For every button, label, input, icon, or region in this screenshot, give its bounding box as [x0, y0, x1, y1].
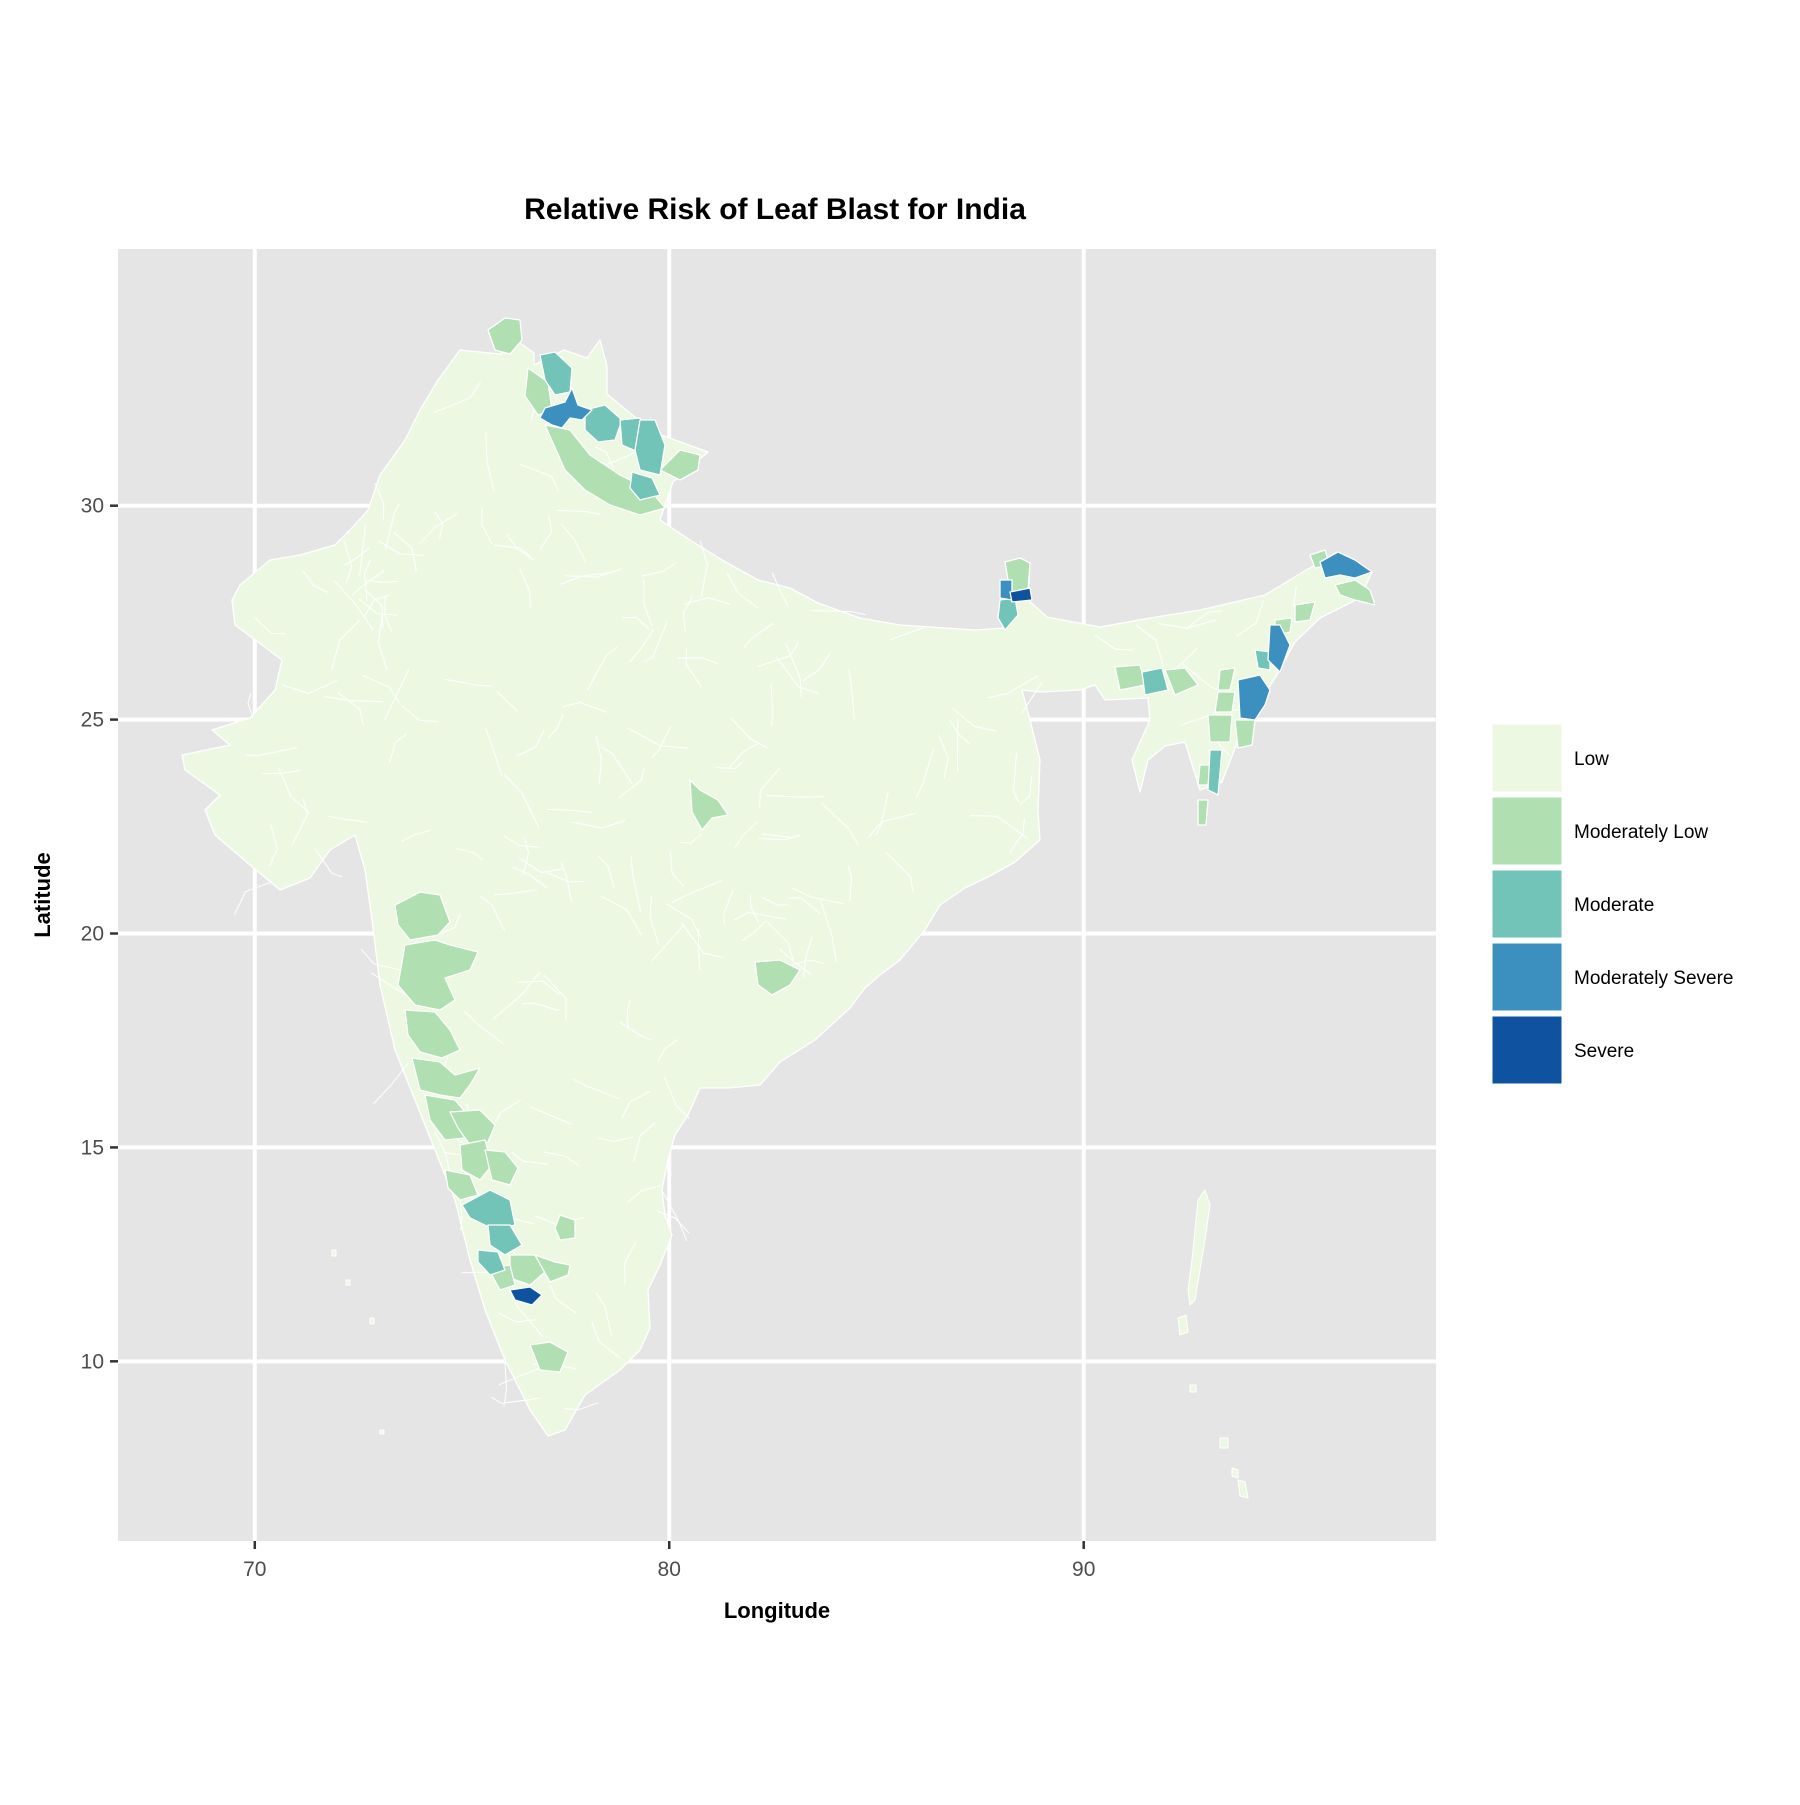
andaman-south-island: [1178, 1315, 1188, 1335]
legend-label-low: Low: [1574, 749, 1609, 770]
legend-label-moderately-low: Moderately Low: [1574, 822, 1708, 843]
x-tick-label-90: 90: [1072, 1558, 1095, 1581]
nicobar-islands-1: [1190, 1385, 1196, 1392]
legend-key-low: [1492, 724, 1562, 792]
district-manipur-1: [1215, 692, 1235, 712]
x-tick-label-70: 70: [243, 1558, 266, 1581]
legend-key-moderately-severe: [1492, 943, 1562, 1011]
x-axis-ticks: 70 80 90: [243, 1541, 1095, 1581]
legend-label-moderately-severe: Moderately Severe: [1574, 968, 1733, 989]
y-tick-label-30: 30: [81, 495, 104, 518]
x-tick-label-80: 80: [658, 1558, 681, 1581]
district-manipur-2: [1208, 715, 1232, 742]
district-mizoram-3: [1198, 800, 1208, 825]
y-tick-label-15: 15: [81, 1136, 104, 1159]
legend-key-moderate: [1492, 870, 1562, 938]
district-sikkim-moderately-severe: [1000, 580, 1012, 600]
nicobar-islands-3: [1232, 1468, 1238, 1478]
y-tick-label-25: 25: [81, 709, 104, 732]
map-title: Relative Risk of Leaf Blast for India: [524, 193, 1026, 226]
legend-label-severe: Severe: [1574, 1041, 1634, 1062]
nicobar-islands-2: [1220, 1438, 1228, 1448]
district-mizoram-1: [1235, 720, 1255, 748]
district-assam-west-1: [1115, 665, 1145, 690]
district-karnataka-interior-1: [555, 1215, 575, 1240]
y-tick-label-20: 20: [81, 923, 104, 946]
legend-label-moderate: Moderate: [1574, 895, 1654, 916]
y-axis-label: Latitude: [30, 852, 55, 938]
legend-key-moderately-low: [1492, 797, 1562, 865]
y-axis-ticks: 10 15 20 25 30: [81, 495, 118, 1374]
y-tick-label-10: 10: [81, 1350, 104, 1373]
risk-legend: Low Moderately Low Moderate Moderately Seve…: [1492, 724, 1733, 1084]
legend-key-severe: [1492, 1016, 1562, 1084]
x-axis-label: Longitude: [724, 1598, 830, 1623]
